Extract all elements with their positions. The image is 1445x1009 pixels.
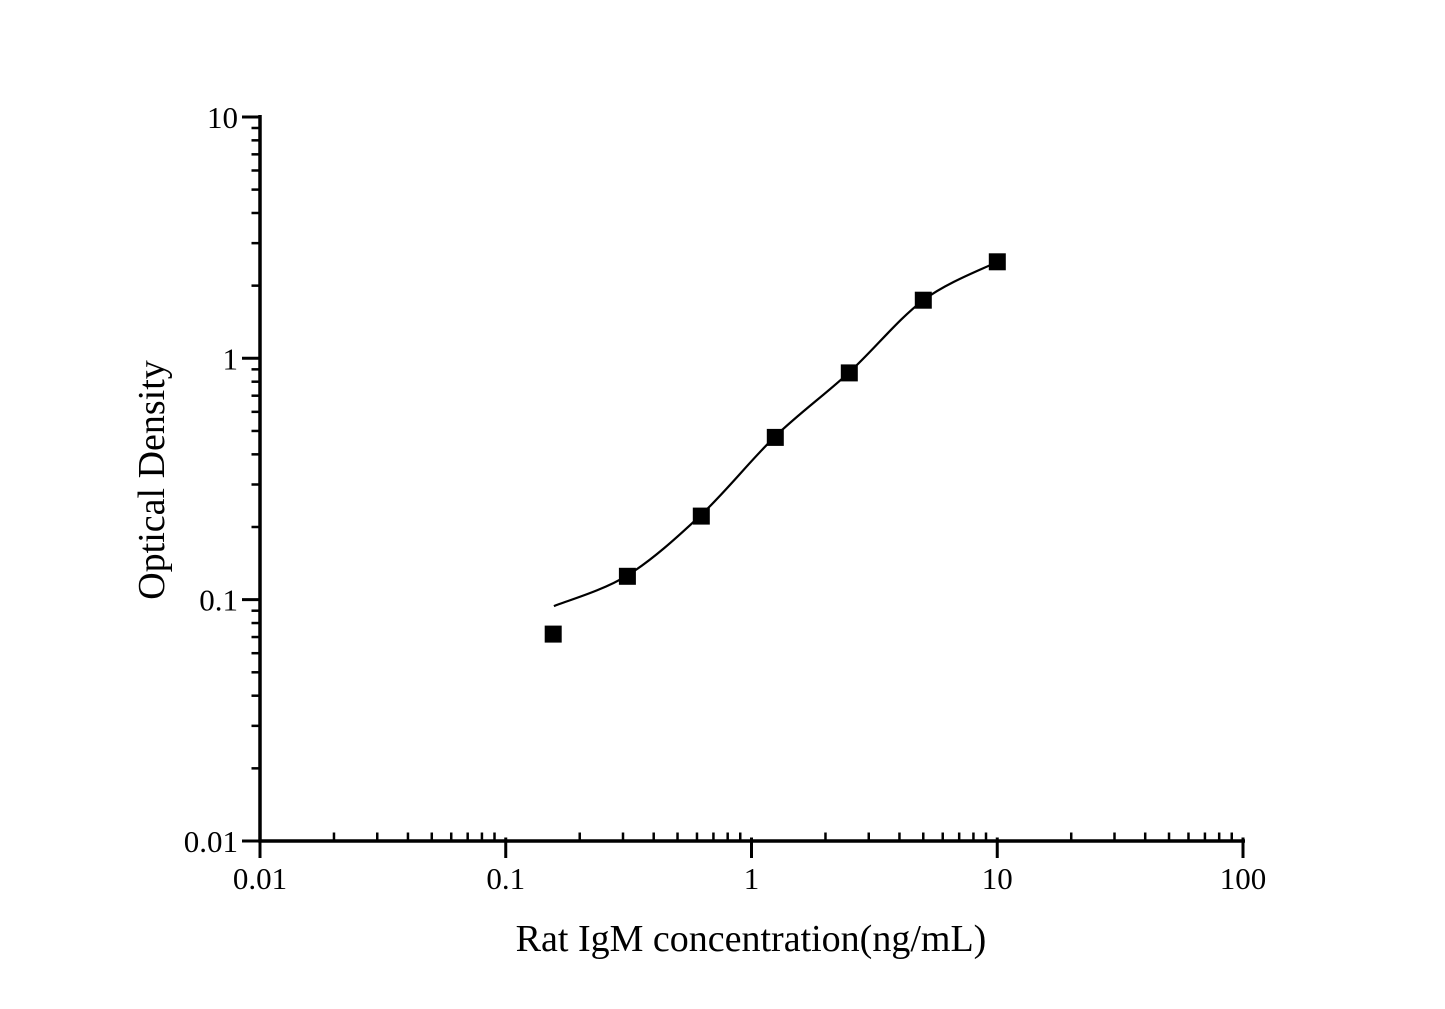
x-tick-label: 100 [1220, 861, 1267, 896]
data-point-marker [544, 625, 562, 643]
axis-frame [258, 114, 1245, 843]
x-tick-label: 10 [982, 861, 1013, 896]
data-point-marker [766, 428, 784, 446]
x-tick-label: 0.01 [233, 861, 287, 896]
data-point-marker [914, 291, 932, 309]
data-point-marker [692, 507, 710, 525]
x-axis-title: Rat IgM concentration(ng/mL) [515, 918, 987, 960]
y-tick-label: 0.01 [184, 824, 238, 859]
y-axis-title: Optical Density [131, 360, 173, 600]
x-tick-label: 0.1 [486, 861, 525, 896]
x-tick-label: 1 [744, 861, 760, 896]
data-point-marker [988, 253, 1006, 271]
data-point-marker [840, 364, 858, 382]
y-tick-label: 10 [207, 100, 238, 135]
data-point-marker [618, 567, 636, 585]
y-tick-label: 1 [223, 341, 239, 376]
y-tick-label: 0.1 [199, 583, 238, 618]
